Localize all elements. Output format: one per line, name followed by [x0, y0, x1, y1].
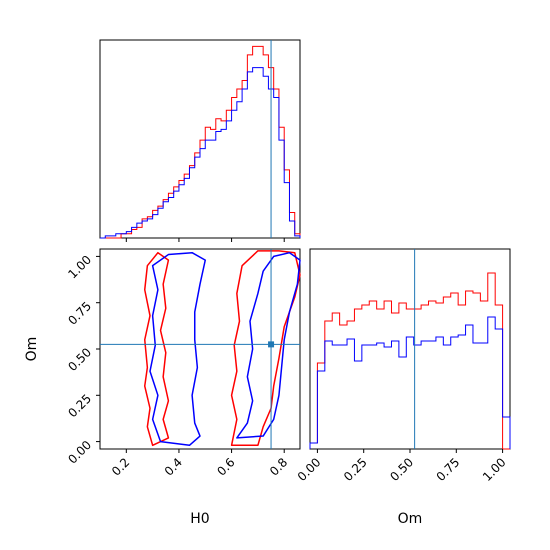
contour-red-1 [230, 250, 301, 447]
joint-y-tick-label-4: 1.00 [65, 253, 94, 282]
om-hist-x-tick-label-0: 0.00 [295, 455, 324, 484]
joint-panel [99, 248, 301, 450]
y-axis-label-om: Om [24, 337, 40, 362]
om-hist-x-tick-label-2: 0.50 [387, 455, 416, 484]
contour-blue-1 [236, 251, 301, 439]
x-axis-label-om: Om [398, 511, 423, 527]
om-hist-red [309, 272, 510, 450]
h0-hist-red [100, 45, 301, 239]
joint-x-tick-label-2: 0.6 [214, 455, 237, 478]
joint-y-tick-label-1: 0.25 [65, 392, 94, 421]
om-hist-blue [309, 316, 511, 449]
joint-y-tick-label-2: 0.50 [65, 345, 94, 374]
h0-hist-panel [99, 39, 301, 239]
joint-y-tick-label-0: 0.00 [65, 438, 94, 467]
om-hist-x-tick-label-1: 0.25 [341, 455, 370, 484]
x-axis-label-h0: H0 [190, 511, 209, 527]
joint-x-tick-label-1: 0.4 [162, 455, 185, 478]
om-hist-x-tick-label-3: 0.75 [434, 455, 463, 484]
contour-blue-0 [149, 251, 207, 447]
joint-y-tick-label-3: 0.75 [65, 299, 94, 328]
om-hist-x-tick-label-4: 1.00 [480, 455, 509, 484]
contour-red-0 [143, 251, 170, 447]
joint-x-tick-label-0: 0.2 [109, 455, 132, 478]
h0-hist-blue [100, 67, 301, 239]
om-hist-panel [309, 248, 511, 450]
truth-point-marker [268, 341, 275, 348]
joint-x-tick-label-3: 0.8 [267, 455, 290, 478]
